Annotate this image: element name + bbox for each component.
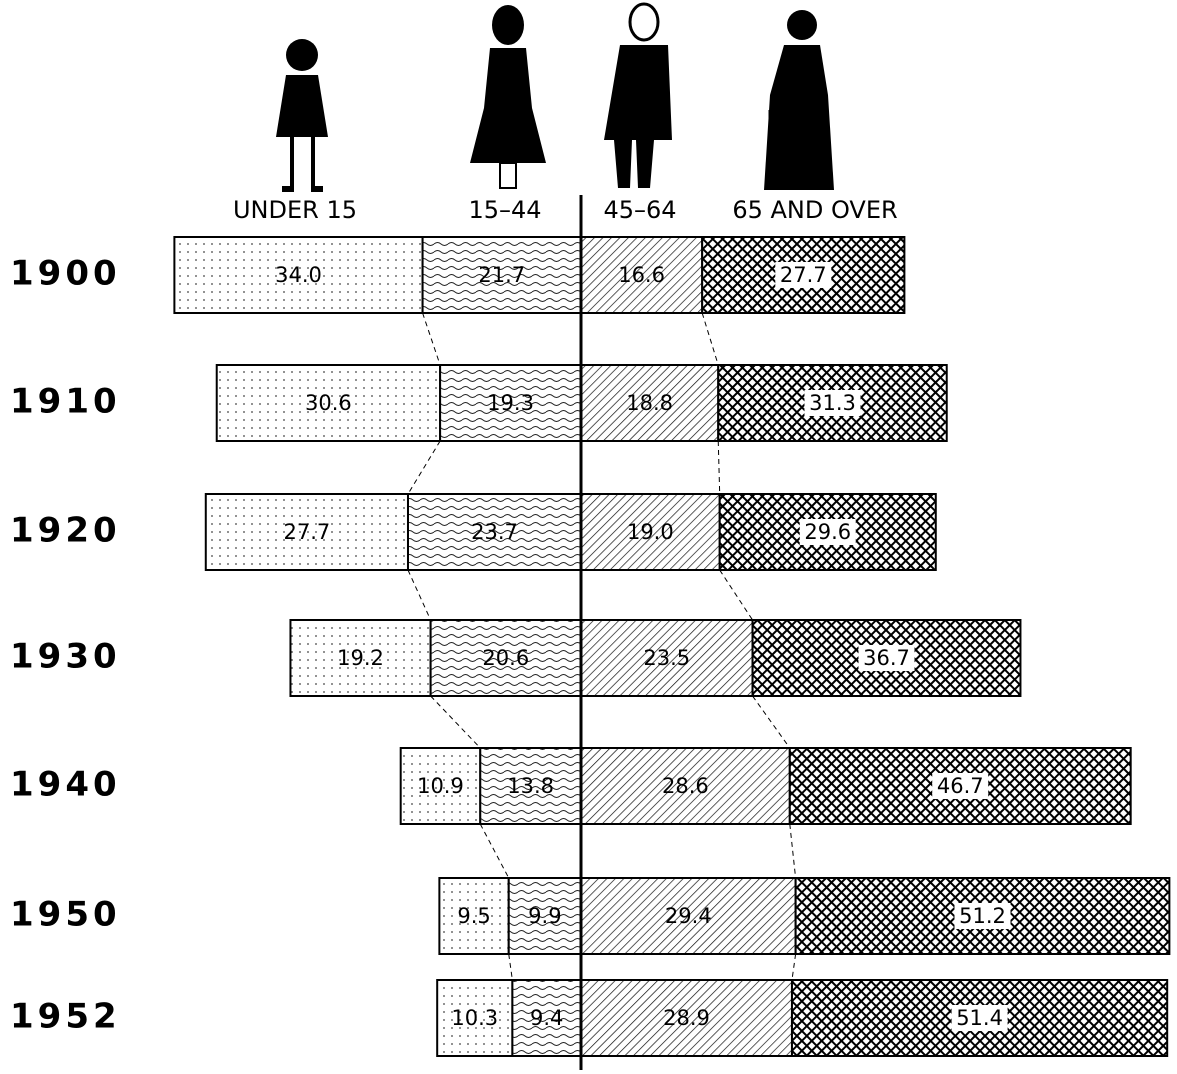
bar-segment bbox=[436, 979, 514, 1057]
value-label: 51.4 bbox=[956, 1006, 1003, 1030]
value-label: 31.3 bbox=[809, 391, 856, 415]
value-label: 10.9 bbox=[417, 774, 464, 798]
y-tick-label: 1900 bbox=[10, 254, 121, 294]
connector bbox=[430, 695, 481, 749]
value-label: 23.5 bbox=[643, 646, 690, 670]
label-bg bbox=[775, 262, 832, 288]
connector bbox=[752, 695, 791, 749]
y-tick-label: 1920 bbox=[10, 511, 121, 551]
connector bbox=[717, 440, 721, 495]
connector bbox=[701, 312, 719, 366]
value-label: 10.3 bbox=[451, 1006, 498, 1030]
value-label: 27.7 bbox=[780, 263, 827, 287]
label-bg bbox=[804, 390, 861, 416]
label-bg bbox=[954, 903, 1011, 929]
value-label: 27.7 bbox=[284, 520, 331, 544]
bar-segment bbox=[289, 619, 432, 697]
bar-segment bbox=[399, 747, 482, 825]
value-label: 18.8 bbox=[626, 391, 673, 415]
bar-segment bbox=[580, 493, 721, 571]
icon-child bbox=[276, 39, 328, 192]
connector bbox=[407, 440, 441, 495]
value-label: 23.7 bbox=[471, 520, 518, 544]
value-label: 21.7 bbox=[478, 263, 525, 287]
label-bg bbox=[799, 519, 856, 545]
value-label: 20.6 bbox=[482, 646, 529, 670]
legend-label: 15–44 bbox=[468, 196, 541, 224]
value-label: 28.9 bbox=[663, 1006, 710, 1030]
value-label: 19.3 bbox=[487, 391, 534, 415]
value-label: 19.2 bbox=[337, 646, 384, 670]
legend-label: UNDER 15 bbox=[233, 196, 357, 224]
bar-segment bbox=[580, 236, 704, 314]
bar-segment bbox=[429, 619, 582, 697]
bar-segment bbox=[580, 619, 754, 697]
legend-label: 45–64 bbox=[603, 196, 676, 224]
value-label: 34.0 bbox=[275, 263, 322, 287]
bar-segment bbox=[215, 364, 442, 442]
value-label: 19.0 bbox=[627, 520, 674, 544]
connector bbox=[422, 312, 441, 366]
connector bbox=[791, 953, 797, 981]
value-label: 13.8 bbox=[507, 774, 554, 798]
connector bbox=[789, 823, 797, 879]
y-tick-label: 1930 bbox=[10, 637, 121, 677]
value-label: 51.2 bbox=[959, 904, 1006, 928]
label-bg bbox=[932, 773, 989, 799]
y-tick-label: 1950 bbox=[10, 895, 121, 935]
bar-segment bbox=[479, 747, 583, 825]
bar-segment bbox=[439, 364, 582, 442]
connector bbox=[508, 953, 513, 981]
value-label: 29.4 bbox=[665, 904, 712, 928]
label-bg bbox=[951, 1005, 1008, 1031]
value-label: 46.7 bbox=[937, 774, 984, 798]
bar-segment bbox=[580, 979, 793, 1057]
value-label: 9.4 bbox=[530, 1006, 563, 1030]
icon-man bbox=[604, 2, 672, 188]
y-tick-label: 1940 bbox=[10, 765, 121, 805]
bar-segment bbox=[580, 877, 797, 955]
icon-elder bbox=[764, 10, 834, 190]
bar-segment bbox=[507, 877, 583, 955]
icon-woman bbox=[470, 5, 546, 189]
connector bbox=[719, 569, 753, 621]
label-bg bbox=[858, 645, 915, 671]
bar-segment bbox=[438, 877, 510, 955]
value-label: 16.6 bbox=[618, 263, 665, 287]
bar-segment bbox=[511, 979, 583, 1057]
value-label: 36.7 bbox=[863, 646, 910, 670]
icons bbox=[276, 2, 834, 192]
value-label: 9.5 bbox=[457, 904, 490, 928]
value-label: 28.6 bbox=[662, 774, 709, 798]
value-label: 29.6 bbox=[804, 520, 851, 544]
bar-segment bbox=[204, 493, 409, 571]
y-tick-label: 1910 bbox=[10, 382, 121, 422]
connector bbox=[479, 823, 510, 879]
y-tick-label: 1952 bbox=[10, 997, 121, 1037]
connector bbox=[407, 569, 432, 621]
value-label: 9.9 bbox=[528, 904, 561, 928]
value-label: 30.6 bbox=[305, 391, 352, 415]
legend-label: 65 AND OVER bbox=[732, 196, 897, 224]
bar-segment bbox=[580, 747, 791, 825]
bar-segment bbox=[421, 236, 582, 314]
